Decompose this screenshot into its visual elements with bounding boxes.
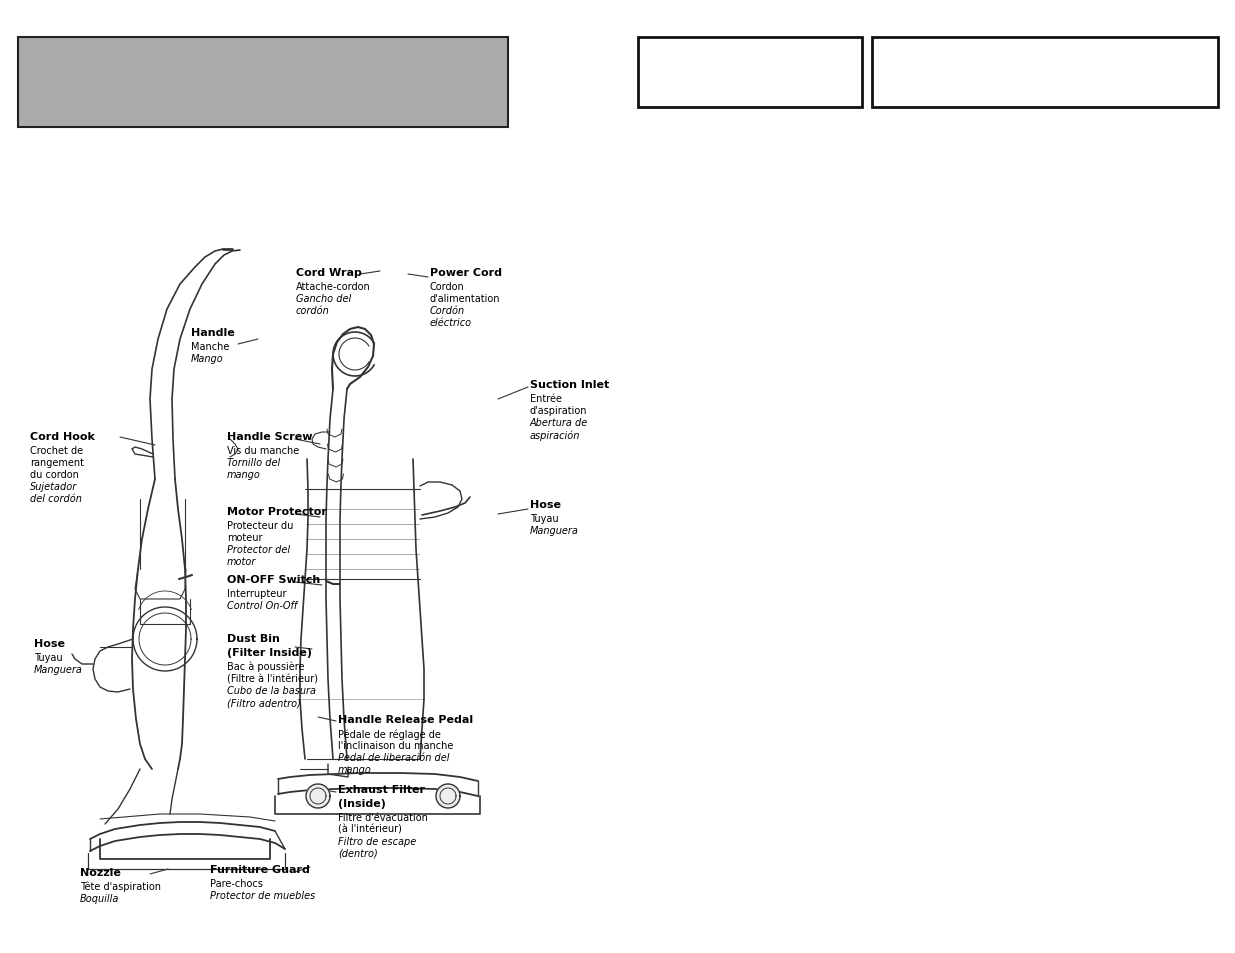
- Text: eléctrico: eléctrico: [430, 317, 472, 328]
- Text: Filtre d'évacuation: Filtre d'évacuation: [338, 812, 427, 822]
- Text: l'inclinaison du manche: l'inclinaison du manche: [338, 740, 453, 750]
- Text: Interrupteur: Interrupteur: [227, 588, 287, 598]
- Text: Crochet de: Crochet de: [30, 446, 83, 456]
- Text: Pédale de réglage de: Pédale de réglage de: [338, 728, 441, 739]
- Text: Attache-cordon: Attache-cordon: [296, 282, 370, 292]
- Text: Suction Inlet: Suction Inlet: [530, 379, 609, 390]
- Bar: [872, 38, 1218, 108]
- Text: (Filter Inside): (Filter Inside): [227, 647, 312, 658]
- Text: Gancho del: Gancho del: [296, 294, 351, 304]
- Text: (dentro): (dentro): [338, 848, 378, 858]
- Polygon shape: [306, 784, 330, 808]
- Text: Protector del: Protector del: [227, 544, 290, 555]
- Text: rangement: rangement: [30, 457, 84, 468]
- Text: Mango: Mango: [191, 354, 224, 364]
- Text: Cubo de la basura: Cubo de la basura: [227, 685, 316, 696]
- Text: Power Cord: Power Cord: [430, 268, 501, 277]
- Text: Vis du manche: Vis du manche: [227, 446, 299, 456]
- Text: Entrée: Entrée: [530, 394, 562, 403]
- Text: Cordon: Cordon: [430, 282, 464, 292]
- Text: Cordón: Cordón: [430, 306, 466, 315]
- Text: Hose: Hose: [35, 639, 65, 648]
- Text: motor: motor: [227, 557, 257, 566]
- Text: Control On-Off: Control On-Off: [227, 600, 298, 610]
- Text: cordón: cordón: [296, 306, 330, 315]
- Text: Manguera: Manguera: [35, 664, 83, 675]
- Text: Pare-chocs: Pare-chocs: [210, 878, 263, 888]
- Text: mango: mango: [338, 764, 372, 774]
- Text: (Inside): (Inside): [338, 799, 385, 808]
- Text: Pedal de liberación del: Pedal de liberación del: [338, 752, 450, 762]
- Text: Protecteur du: Protecteur du: [227, 520, 294, 531]
- Text: Hose: Hose: [530, 499, 561, 510]
- Text: Boquilla: Boquilla: [80, 893, 120, 903]
- Text: (à l'intérieur): (à l'intérieur): [338, 824, 401, 834]
- Text: Tuyau: Tuyau: [530, 514, 558, 523]
- Text: Tornillo del: Tornillo del: [227, 457, 280, 468]
- Text: Handle Release Pedal: Handle Release Pedal: [338, 714, 473, 724]
- Text: Cord Wrap: Cord Wrap: [296, 268, 362, 277]
- Text: aspiración: aspiración: [530, 430, 580, 440]
- Text: mango: mango: [227, 470, 261, 479]
- Text: Bac à poussière: Bac à poussière: [227, 661, 305, 672]
- Text: Cord Hook: Cord Hook: [30, 432, 95, 441]
- Bar: [19, 38, 508, 128]
- Text: Abertura de: Abertura de: [530, 417, 588, 428]
- Text: moteur: moteur: [227, 533, 263, 542]
- Text: (Filtre à l'intérieur): (Filtre à l'intérieur): [227, 673, 317, 683]
- Text: d'alimentation: d'alimentation: [430, 294, 500, 304]
- Text: ON-OFF Switch: ON-OFF Switch: [227, 575, 320, 584]
- Text: Sujetador: Sujetador: [30, 481, 78, 492]
- Text: Tuyau: Tuyau: [35, 652, 63, 662]
- Text: Manguera: Manguera: [530, 525, 579, 536]
- Text: Dust Bin: Dust Bin: [227, 634, 280, 643]
- Text: Handle: Handle: [191, 328, 235, 337]
- Text: Nozzle: Nozzle: [80, 867, 121, 877]
- Text: d'aspiration: d'aspiration: [530, 406, 588, 416]
- Text: Filtro de escape: Filtro de escape: [338, 836, 416, 846]
- Polygon shape: [436, 784, 459, 808]
- Text: Tête d'aspiration: Tête d'aspiration: [80, 882, 161, 892]
- Bar: [638, 38, 862, 108]
- Text: Handle Screw: Handle Screw: [227, 432, 312, 441]
- Text: Manche: Manche: [191, 341, 230, 352]
- Text: (Filtro adentro): (Filtro adentro): [227, 698, 301, 707]
- Text: Protector de muebles: Protector de muebles: [210, 890, 315, 900]
- Text: du cordon: du cordon: [30, 470, 79, 479]
- Text: Furniture Guard: Furniture Guard: [210, 864, 310, 874]
- Text: Motor Protector: Motor Protector: [227, 506, 327, 517]
- Text: del cordón: del cordón: [30, 494, 82, 503]
- Text: Exhaust Filter: Exhaust Filter: [338, 784, 425, 794]
